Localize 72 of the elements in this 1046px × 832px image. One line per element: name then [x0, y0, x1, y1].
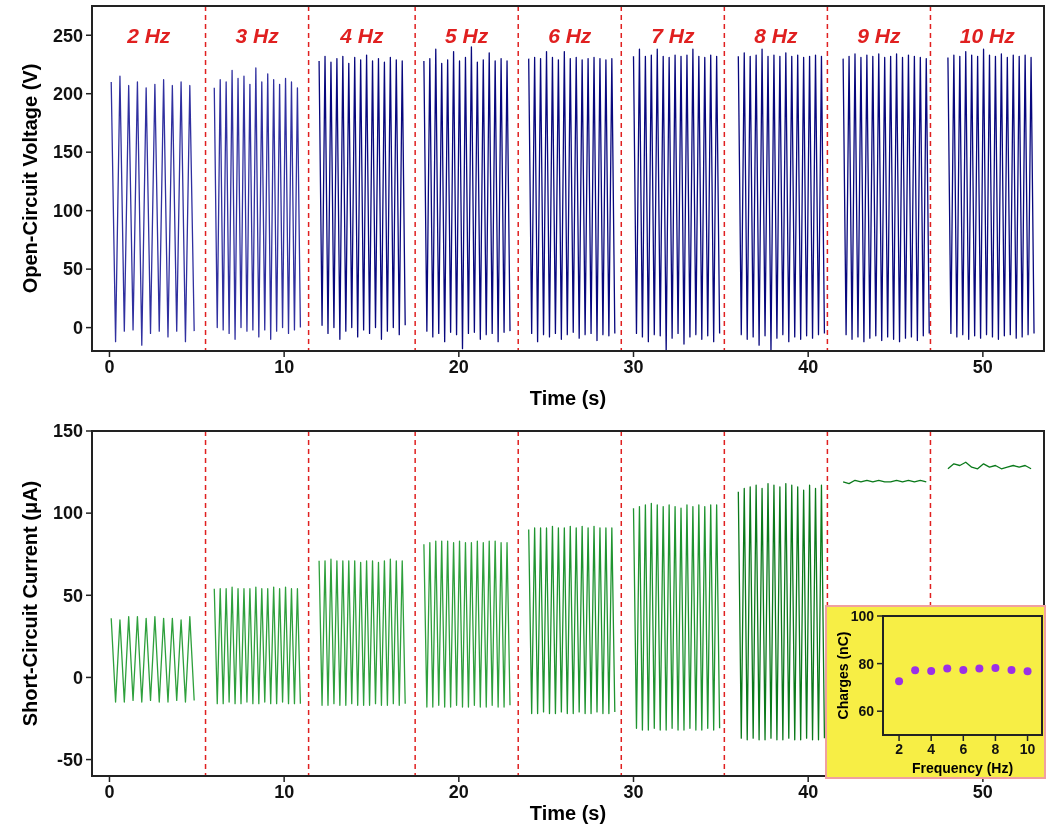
x-tick-label: 8: [991, 741, 1000, 758]
y-tick-label: 100: [52, 200, 83, 221]
line-series: [737, 482, 826, 741]
y-tick-label: 80: [858, 655, 875, 672]
x-tick-label: 10: [274, 357, 295, 378]
point: [895, 677, 904, 686]
x-tick-label: 40: [798, 357, 819, 378]
y-tick-label: 250: [52, 25, 83, 46]
y-tick-label: 50: [62, 259, 83, 280]
x-axis-title: Time (s): [529, 387, 607, 409]
line-series: [632, 502, 721, 731]
x-tick-label: 40: [798, 782, 819, 803]
y-tick-label: 200: [52, 84, 83, 105]
y-tick-label: 100: [850, 607, 875, 624]
point: [959, 666, 968, 675]
line-series: [318, 558, 406, 707]
annotation: 5 Hz: [445, 24, 489, 48]
point: [975, 664, 984, 673]
line-series: [842, 53, 930, 343]
y-tick-label: 0: [72, 317, 83, 338]
annotation: 2 Hz: [126, 24, 171, 48]
x-tick-label: 0: [104, 782, 115, 803]
line-series: [528, 525, 616, 715]
annotation: 8 Hz: [754, 24, 798, 48]
x-tick-label: 30: [623, 782, 644, 803]
y-axis-title: Short-Circuit Current (μA): [19, 480, 41, 727]
y-tick-label: 150: [52, 421, 83, 442]
x-tick-label: 6: [959, 741, 968, 758]
line-series: [737, 48, 826, 351]
line-series: [318, 54, 406, 340]
x-tick-label: 2: [895, 741, 904, 758]
point: [943, 664, 952, 673]
x-tick-label: 4: [927, 741, 936, 758]
line-series: [213, 67, 302, 340]
point: [1007, 666, 1016, 675]
line-series: [528, 50, 616, 343]
line-series: [213, 586, 302, 705]
annotation: 9 Hz: [857, 24, 902, 48]
y-tick-label: 0: [72, 667, 83, 688]
y-tick-label: 150: [52, 142, 83, 163]
line-series: [110, 615, 195, 703]
line-series: [947, 461, 1032, 470]
annotation: 4 Hz: [339, 24, 384, 48]
x-tick-label: 30: [623, 357, 644, 378]
x-tick-label: 50: [972, 782, 993, 803]
point: [991, 663, 1000, 672]
line-series: [632, 48, 721, 351]
y-axis-title: Open-Circuit Voltage (V): [19, 63, 41, 294]
y-tick-label: 50: [62, 585, 83, 606]
x-tick-label: 20: [448, 357, 469, 378]
x-tick-label: 10: [274, 782, 295, 803]
annotation: 3 Hz: [235, 24, 280, 48]
y-axis-title: Charges (nC): [834, 631, 851, 720]
x-tick-label: 50: [972, 357, 993, 378]
line-series: [423, 46, 511, 350]
line-series: [947, 48, 1035, 340]
x-tick-label: 0: [104, 357, 115, 378]
x-tick-label: 10: [1019, 741, 1036, 758]
line-series: [110, 75, 195, 346]
x-tick-label: 20: [448, 782, 469, 803]
point: [1023, 667, 1032, 676]
annotation: 6 Hz: [548, 24, 592, 48]
annotation: 10 Hz: [959, 24, 1016, 48]
point: [927, 666, 936, 675]
y-tick-label: 100: [52, 503, 83, 524]
x-axis-title: Frequency (Hz): [911, 760, 1014, 777]
y-tick-label: 60: [858, 703, 875, 720]
point: [911, 666, 920, 675]
x-axis-title: Time (s): [529, 802, 607, 824]
annotation: 7 Hz: [651, 24, 695, 48]
y-tick-label: -50: [56, 749, 83, 770]
line-series: [423, 540, 511, 708]
